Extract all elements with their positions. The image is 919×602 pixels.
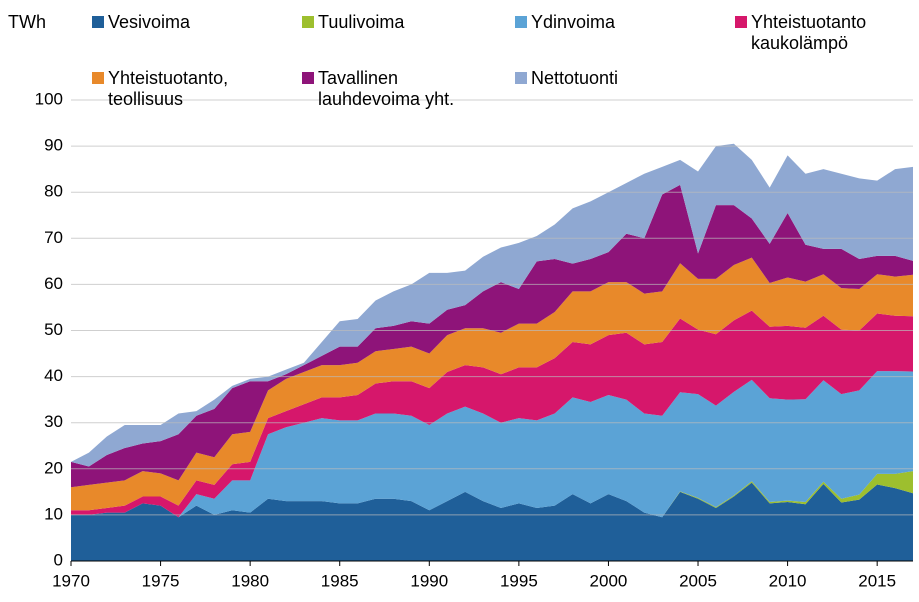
y-tick-label: 40	[44, 366, 63, 385]
x-tick-label: 2005	[679, 571, 717, 590]
legend-item: Yhteistuotanto, teollisuus	[92, 68, 263, 110]
y-tick-label: 80	[44, 182, 63, 201]
legend-swatch	[302, 72, 314, 84]
legend-swatch	[515, 72, 527, 84]
x-tick-label: 2010	[769, 571, 807, 590]
legend-item: Tuulivoima	[302, 12, 473, 33]
x-tick-label: 1975	[142, 571, 180, 590]
legend-label: Tavallinen lauhdevoima yht.	[318, 68, 455, 109]
legend-swatch	[735, 16, 747, 28]
legend-item: Tavallinen lauhdevoima yht.	[302, 68, 473, 110]
legend-label: Vesivoima	[108, 12, 191, 32]
legend-label: Tuulivoima	[318, 12, 405, 32]
y-tick-label: 50	[44, 320, 63, 339]
legend-item: Yhteistuotanto kaukolämpö	[735, 12, 906, 54]
x-tick-label: 1990	[410, 571, 448, 590]
area	[71, 310, 913, 518]
x-tick-label: 1985	[321, 571, 359, 590]
legend-swatch	[302, 16, 314, 28]
y-tick-label: 70	[44, 228, 63, 247]
area	[71, 143, 913, 467]
legend-swatch	[92, 16, 104, 28]
area	[71, 184, 913, 488]
y-tick-label: 60	[44, 274, 63, 293]
legend-item: Nettotuonti	[515, 68, 686, 89]
legend-item: Vesivoima	[92, 12, 263, 33]
legend-label: Nettotuonti	[531, 68, 619, 88]
y-tick-label: 0	[54, 550, 63, 569]
y-tick-label: 100	[35, 89, 63, 108]
y-tick-label: 30	[44, 412, 63, 431]
x-tick-label: 1980	[231, 571, 269, 590]
x-tick-label: 1995	[500, 571, 538, 590]
x-tick-label: 2015	[858, 571, 896, 590]
y-tick-label: 20	[44, 458, 63, 477]
legend-label: Ydinvoima	[531, 12, 616, 32]
area	[71, 371, 913, 518]
y-axis-unit: TWh	[8, 12, 46, 32]
legend-label: Yhteistuotanto kaukolämpö	[751, 12, 867, 53]
legend-item: Ydinvoima	[515, 12, 686, 33]
x-tick-label: 1970	[52, 571, 90, 590]
y-tick-label: 10	[44, 504, 63, 523]
legend-swatch	[515, 16, 527, 28]
legend-swatch	[92, 72, 104, 84]
legend-label: Yhteistuotanto, teollisuus	[108, 68, 229, 109]
y-tick-label: 90	[44, 136, 63, 155]
area	[71, 257, 913, 511]
area	[71, 482, 913, 561]
x-tick-label: 2000	[590, 571, 628, 590]
